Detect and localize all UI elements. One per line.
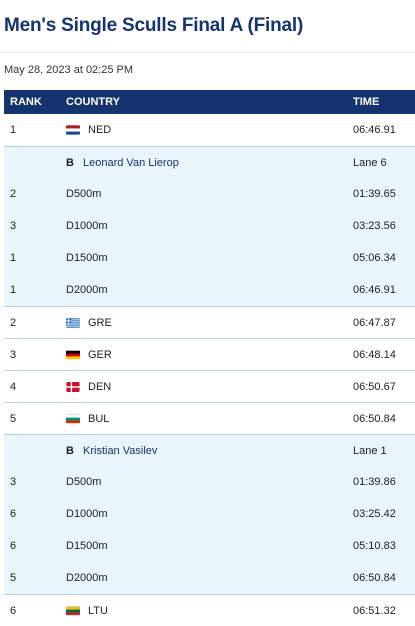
time-cell: 06:50.67 bbox=[353, 381, 396, 393]
boat-position-label: B bbox=[66, 157, 74, 169]
split-rank-cell: 3 bbox=[10, 220, 17, 232]
country-code: DEN bbox=[88, 381, 112, 393]
split-distance: D1000m bbox=[66, 508, 108, 520]
split-rank-cell: 6 bbox=[10, 540, 17, 552]
split-row: 1 D2000m 06:46.91 bbox=[4, 274, 415, 306]
boat-position-label: B bbox=[66, 445, 74, 457]
rank-cell: 5 bbox=[10, 413, 17, 425]
country-row: 2 GRE 06:47.87 bbox=[4, 306, 415, 338]
country-row: 5 BUL 06:50.84 bbox=[4, 402, 415, 434]
country-code: GRE bbox=[88, 317, 112, 329]
split-time: 05:10.83 bbox=[353, 540, 396, 552]
split-rank-cell: 6 bbox=[10, 508, 17, 520]
split-time: 01:39.65 bbox=[353, 188, 396, 200]
split-time: 03:23.56 bbox=[353, 220, 396, 232]
split-row: 3 D1000m 03:23.56 bbox=[4, 210, 415, 242]
split-rank-cell: 3 bbox=[10, 476, 17, 488]
split-distance: D1500m bbox=[66, 252, 108, 264]
country-code: BUL bbox=[88, 413, 110, 425]
lane-cell: Lane 6 bbox=[353, 157, 387, 169]
split-row: 6 D1000m 03:25.42 bbox=[4, 498, 415, 530]
athlete-name-link[interactable]: Leonard Van Lierop bbox=[83, 157, 179, 169]
split-distance: D500m bbox=[66, 188, 102, 200]
greece-flag bbox=[66, 318, 80, 328]
country-code: NED bbox=[88, 124, 112, 136]
split-row: 6 D1500m 05:10.83 bbox=[4, 530, 415, 562]
title-divider bbox=[0, 52, 415, 53]
split-rank-cell: 5 bbox=[10, 572, 17, 584]
table-body: 1 NED 06:46.91 B Leonard Van Lierop Lane 6 2 D5… bbox=[4, 114, 415, 626]
split-time: 03:25.42 bbox=[353, 508, 396, 520]
country-row: 1 NED 06:46.91 bbox=[4, 114, 415, 146]
rank-cell: 3 bbox=[10, 349, 17, 361]
rank-cell: 2 bbox=[10, 317, 17, 329]
split-time: 05:06.34 bbox=[353, 252, 396, 264]
split-time: 06:46.91 bbox=[353, 284, 396, 296]
rank-cell: 1 bbox=[10, 124, 17, 136]
header-country: COUNTRY bbox=[66, 96, 120, 108]
header-rank: RANK bbox=[10, 96, 42, 108]
country-code: GER bbox=[88, 349, 112, 361]
split-distance: D2000m bbox=[66, 572, 108, 584]
split-distance: D2000m bbox=[66, 284, 108, 296]
country-row: 6 LTU 06:51.32 bbox=[4, 594, 415, 626]
athlete-name-link[interactable]: Kristian Vasilev bbox=[83, 445, 158, 457]
split-distance: D500m bbox=[66, 476, 102, 488]
country-row: 3 GER 06:48.14 bbox=[4, 338, 415, 370]
split-row: 1 D1500m 05:06.34 bbox=[4, 242, 415, 274]
time-cell: 06:50.84 bbox=[353, 413, 396, 425]
split-rank-cell: 1 bbox=[10, 284, 17, 296]
split-time: 06:50.84 bbox=[353, 572, 396, 584]
table-header: RANK COUNTRY TIME bbox=[4, 90, 415, 114]
athlete-row: B Kristian Vasilev Lane 1 bbox=[4, 434, 415, 466]
athlete-row: B Leonard Van Lierop Lane 6 bbox=[4, 146, 415, 178]
split-row: 5 D2000m 06:50.84 bbox=[4, 562, 415, 594]
split-distance: D1500m bbox=[66, 540, 108, 552]
split-row: 3 D500m 01:39.86 bbox=[4, 466, 415, 498]
country-code: LTU bbox=[88, 605, 108, 617]
lane-cell: Lane 1 bbox=[353, 445, 387, 457]
time-cell: 06:48.14 bbox=[353, 349, 396, 361]
page-title: Men's Single Sculls Final A (Final) bbox=[4, 15, 304, 36]
header-time: TIME bbox=[353, 96, 380, 108]
time-cell: 06:47.87 bbox=[353, 317, 396, 329]
race-date: May 28, 2023 at 02:25 PM bbox=[4, 64, 134, 76]
country-row: 4 DEN 06:50.67 bbox=[4, 370, 415, 402]
netherlands-flag bbox=[66, 125, 80, 135]
rank-cell: 6 bbox=[10, 605, 17, 617]
germany-flag bbox=[66, 350, 80, 360]
denmark-flag bbox=[66, 382, 80, 392]
results-table: RANK COUNTRY TIME 1 NED 06:46.91 B Leonard V… bbox=[4, 90, 415, 626]
time-cell: 06:51.32 bbox=[353, 605, 396, 617]
bulgaria-flag bbox=[66, 414, 80, 424]
split-row: 2 D500m 01:39.65 bbox=[4, 178, 415, 210]
split-distance: D1000m bbox=[66, 220, 108, 232]
time-cell: 06:46.91 bbox=[353, 124, 396, 136]
rank-cell: 4 bbox=[10, 381, 17, 393]
split-time: 01:39.86 bbox=[353, 476, 396, 488]
split-rank-cell: 1 bbox=[10, 252, 17, 264]
split-rank-cell: 2 bbox=[10, 188, 17, 200]
